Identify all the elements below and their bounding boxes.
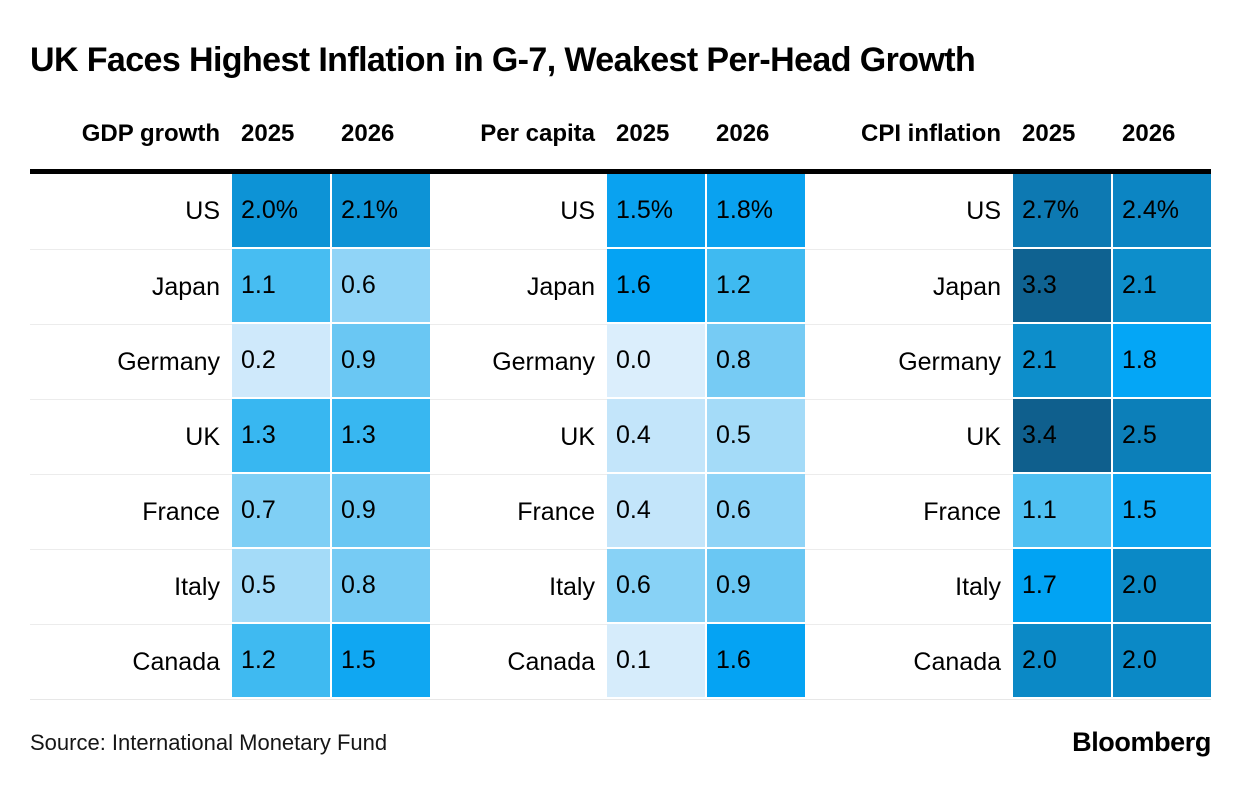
row-label-percap: Italy [430,549,607,624]
cpi-cell: 2.0 [1113,549,1211,625]
gdp-cell: 1.3 [232,399,330,475]
row-label-percap: US [560,197,595,226]
row-label-gdp: US [185,197,220,226]
cpi-cell: 1.1 [1013,474,1111,550]
row-label-cpi: France [805,474,1013,549]
row-label-percap: France [430,474,607,549]
percap-cell: 1.8% [707,174,805,250]
percap-cell: 1.6 [707,624,805,700]
chart-title: UK Faces Highest Inflation in G-7, Weake… [30,41,976,79]
percap-cell: 0.6 [707,474,805,550]
panel-header-cpi-inflation: CPI inflation [861,120,1001,148]
row-label-cpi: UK [805,399,1013,474]
table-row-germany: Germany 0.2 0.9 Germany 0.0 0.8 Germany … [30,324,1211,400]
table-row-france: France 0.7 0.9 France 0.4 0.6 France 1.1… [30,474,1211,550]
percap-cell: 1.6 [607,249,705,325]
table-row-canada: Canada 1.2 1.5 Canada 0.1 1.6 Canada 2.0… [30,624,1211,700]
row-label-gdp: France [30,474,232,549]
table-header-row: GDP growth 2025 2026 Per capita 2025 202… [30,120,1211,169]
percap-cell: 0.0 [607,324,705,400]
row-label-percap: UK [430,399,607,474]
gdp-cell: 0.9 [332,324,430,400]
chart-footer: Source: International Monetary Fund Bloo… [30,727,1211,758]
cpi-cell: 1.5 [1113,474,1211,550]
year-header-cpi-2025: 2025 [1022,120,1076,148]
cpi-cell: 2.0 [1013,624,1111,700]
row-label-cpi: Germany [805,324,1013,399]
heatmap-table-body: US 2.0% 2.1% US 1.5% 1.8% US 2.7% 2.4% J… [30,169,1211,701]
percap-cell: 1.5% [607,174,705,250]
source-note: Source: International Monetary Fund [30,729,388,755]
table-row-us: US 2.0% 2.1% US 1.5% 1.8% US 2.7% 2.4% [30,174,1211,250]
row-label-gdp: Germany [30,324,232,399]
year-header-gdp-2025: 2025 [241,120,295,148]
gdp-cell: 0.9 [332,474,430,550]
percap-cell: 1.2 [707,249,805,325]
gdp-cell: 0.2 [232,324,330,400]
cpi-cell: 3.4 [1013,399,1111,475]
row-label-gdp: Italy [30,549,232,624]
table-row-italy: Italy 0.5 0.8 Italy 0.6 0.9 Italy 1.7 2.… [30,549,1211,625]
cpi-cell: 2.1 [1113,249,1211,325]
row-label-percap: Canada [430,624,607,699]
gdp-cell: 2.0% [232,174,330,250]
table-row-japan: Japan 1.1 0.6 Japan 1.6 1.2 Japan 3.3 2.… [30,249,1211,325]
row-label-percap: Japan [430,249,607,324]
table-row-uk: UK 1.3 1.3 UK 0.4 0.5 UK 3.4 2.5 [30,399,1211,475]
year-header-percap-2026: 2026 [716,120,770,148]
cpi-cell: 1.8 [1113,324,1211,400]
percap-cell: 0.4 [607,474,705,550]
percap-cell: 0.5 [707,399,805,475]
row-label-percap: Germany [430,324,607,399]
year-header-cpi-2026: 2026 [1122,120,1176,148]
row-label-cpi: Canada [805,624,1013,699]
cpi-cell: 2.1 [1013,324,1111,400]
gdp-cell: 1.1 [232,249,330,325]
chart-container: UK Faces Highest Inflation in G-7, Weake… [30,41,1211,758]
cpi-cell: 2.5 [1113,399,1211,475]
panel-header-gdp-growth: GDP growth [81,120,220,148]
cpi-cell: 1.7 [1013,549,1111,625]
year-header-percap-2025: 2025 [616,120,670,148]
cpi-cell: 2.4% [1113,174,1211,250]
row-label-cpi: Italy [805,549,1013,624]
cpi-cell: 2.0 [1113,624,1211,700]
cpi-cell: 2.7% [1013,174,1111,250]
gdp-cell: 0.8 [332,549,430,625]
percap-cell: 0.8 [707,324,805,400]
row-label-cpi: US [966,197,1001,226]
gdp-cell: 0.5 [232,549,330,625]
cpi-cell: 3.3 [1013,249,1111,325]
year-header-gdp-2026: 2026 [341,120,395,148]
row-label-gdp: Japan [30,249,232,324]
percap-cell: 0.4 [607,399,705,475]
gdp-cell: 1.2 [232,624,330,700]
gdp-cell: 0.7 [232,474,330,550]
panel-header-per-capita: Per capita [480,120,595,148]
gdp-cell: 2.1% [332,174,430,250]
gdp-cell: 1.3 [332,399,430,475]
gdp-cell: 1.5 [332,624,430,700]
bloomberg-logo: Bloomberg [1072,727,1211,758]
row-label-gdp: Canada [30,624,232,699]
gdp-cell: 0.6 [332,249,430,325]
row-label-cpi: Japan [805,249,1013,324]
row-label-gdp: UK [30,399,232,474]
percap-cell: 0.9 [707,549,805,625]
percap-cell: 0.6 [607,549,705,625]
percap-cell: 0.1 [607,624,705,700]
